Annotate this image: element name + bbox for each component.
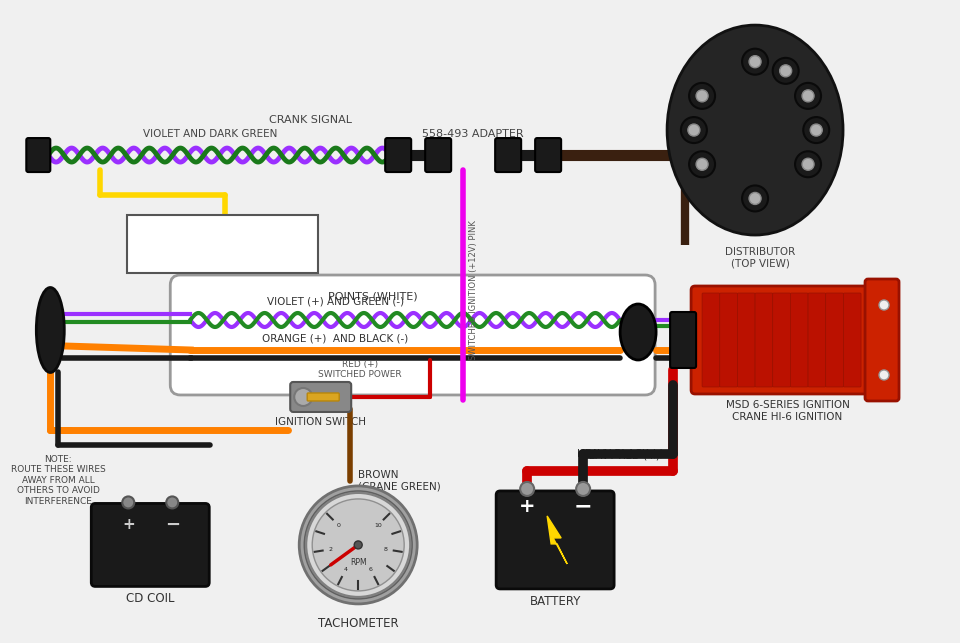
FancyBboxPatch shape: [773, 293, 790, 387]
Circle shape: [520, 482, 534, 496]
Text: TACHOMETER: TACHOMETER: [318, 617, 398, 630]
Text: VIOLET (+) AND GREEN (-): VIOLET (+) AND GREEN (-): [267, 296, 404, 306]
Text: POINTS (WHITE): POINTS (WHITE): [328, 291, 418, 301]
Circle shape: [879, 300, 889, 310]
Circle shape: [166, 496, 179, 509]
Circle shape: [300, 486, 418, 604]
FancyBboxPatch shape: [535, 138, 562, 172]
Text: 558-493 ADAPTER: 558-493 ADAPTER: [422, 129, 524, 139]
Text: COIL INPUT (-), YELLOW: COIL INPUT (-), YELLOW: [164, 228, 280, 238]
Text: ORANGE (+)  AND BLACK (-): ORANGE (+) AND BLACK (-): [262, 334, 408, 344]
Ellipse shape: [36, 287, 64, 372]
Circle shape: [795, 83, 821, 109]
Circle shape: [742, 49, 768, 75]
Circle shape: [304, 491, 412, 599]
Circle shape: [576, 482, 590, 496]
Text: RED (+)
SWITCHED POWER: RED (+) SWITCHED POWER: [319, 359, 402, 379]
Text: IGNITION SWITCH: IGNITION SWITCH: [275, 417, 366, 427]
Text: HEAVY RED (+): HEAVY RED (+): [581, 451, 660, 461]
FancyBboxPatch shape: [385, 138, 411, 172]
Text: −: −: [574, 497, 592, 517]
FancyBboxPatch shape: [496, 491, 614, 589]
Text: 0: 0: [336, 523, 341, 528]
Text: NOT USED: NOT USED: [184, 244, 260, 257]
Polygon shape: [547, 516, 567, 564]
Circle shape: [306, 493, 410, 597]
FancyBboxPatch shape: [307, 393, 339, 401]
Text: 2: 2: [328, 547, 332, 552]
FancyBboxPatch shape: [844, 293, 861, 387]
FancyBboxPatch shape: [26, 138, 50, 172]
Circle shape: [354, 541, 362, 549]
Text: 6: 6: [369, 567, 372, 572]
Circle shape: [810, 124, 823, 136]
FancyBboxPatch shape: [691, 286, 874, 394]
FancyBboxPatch shape: [425, 138, 451, 172]
Text: SWITCHED IGNITION (+12V) PINK: SWITCHED IGNITION (+12V) PINK: [469, 220, 478, 360]
Text: 8: 8: [384, 547, 388, 552]
Circle shape: [696, 158, 708, 170]
Text: DISTRIBUTOR
(TOP VIEW): DISTRIBUTOR (TOP VIEW): [725, 247, 795, 269]
Text: 10: 10: [374, 523, 382, 528]
FancyBboxPatch shape: [91, 503, 209, 586]
Circle shape: [742, 185, 768, 212]
Circle shape: [312, 499, 404, 591]
Text: BROWN
(CRANE GREEN): BROWN (CRANE GREEN): [358, 470, 441, 491]
FancyBboxPatch shape: [756, 293, 773, 387]
Text: CD COIL: CD COIL: [126, 592, 175, 606]
Ellipse shape: [620, 304, 656, 360]
Ellipse shape: [667, 25, 843, 235]
Text: −: −: [165, 516, 180, 534]
Circle shape: [749, 56, 761, 68]
Circle shape: [689, 83, 715, 109]
Circle shape: [795, 151, 821, 177]
Text: RPM: RPM: [349, 558, 367, 567]
FancyBboxPatch shape: [170, 275, 655, 395]
Circle shape: [773, 58, 799, 84]
Text: VIOLET AND DARK GREEN: VIOLET AND DARK GREEN: [143, 129, 277, 139]
FancyBboxPatch shape: [720, 293, 737, 387]
Text: +: +: [122, 518, 134, 532]
Circle shape: [749, 192, 761, 204]
Circle shape: [780, 65, 792, 77]
Text: HEAVY BLACK (-): HEAVY BLACK (-): [577, 449, 663, 459]
Text: CRANK SIGNAL: CRANK SIGNAL: [269, 115, 351, 125]
FancyBboxPatch shape: [495, 138, 521, 172]
FancyBboxPatch shape: [670, 312, 696, 368]
Circle shape: [696, 90, 708, 102]
FancyBboxPatch shape: [808, 293, 826, 387]
FancyBboxPatch shape: [128, 215, 318, 273]
Circle shape: [802, 90, 814, 102]
Circle shape: [802, 158, 814, 170]
Circle shape: [688, 124, 700, 136]
Text: BATTERY: BATTERY: [530, 595, 581, 608]
FancyBboxPatch shape: [826, 293, 844, 387]
Text: MSD 6-SERIES IGNITION
CRANE HI-6 IGNITION: MSD 6-SERIES IGNITION CRANE HI-6 IGNITIO…: [726, 400, 850, 422]
Text: 4: 4: [344, 567, 348, 572]
Circle shape: [122, 496, 134, 509]
FancyBboxPatch shape: [702, 293, 720, 387]
Text: NOTE:
ROUTE THESE WIRES
AWAY FROM ALL
OTHERS TO AVOID
INTERFERENCE: NOTE: ROUTE THESE WIRES AWAY FROM ALL OT…: [11, 455, 106, 505]
Circle shape: [804, 117, 829, 143]
FancyBboxPatch shape: [865, 279, 899, 401]
Circle shape: [689, 151, 715, 177]
Circle shape: [879, 370, 889, 380]
Circle shape: [681, 117, 707, 143]
Text: +: +: [519, 498, 536, 516]
FancyBboxPatch shape: [737, 293, 756, 387]
Circle shape: [294, 388, 312, 406]
FancyBboxPatch shape: [790, 293, 808, 387]
FancyBboxPatch shape: [290, 382, 351, 412]
